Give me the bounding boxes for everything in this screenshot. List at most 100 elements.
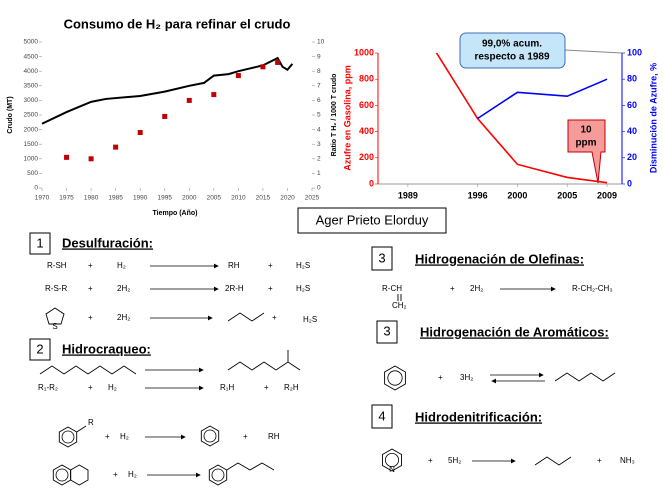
x-tick-label: 2009 <box>597 190 617 200</box>
x-tick-label: 2020 <box>280 195 295 202</box>
section-number: 3 <box>378 250 385 265</box>
y-axis-label: Crudo (MT) <box>7 96 14 133</box>
section-number: 4 <box>378 408 385 423</box>
y2-tick-label: 100 <box>627 47 642 57</box>
ring-circle <box>387 370 403 386</box>
point <box>113 144 119 150</box>
x-tick-label: 1989 <box>398 190 418 200</box>
y-tick-label: 1000 <box>24 156 39 163</box>
x-tick-label: 1970 <box>35 195 50 202</box>
y2-tick-label: 40 <box>627 126 637 136</box>
number-box <box>371 404 393 429</box>
term: R₁H <box>220 383 234 392</box>
term: + <box>450 284 455 293</box>
term: + <box>243 432 248 441</box>
y2-tick-label: 8 <box>317 68 321 75</box>
y-tick-label: 0 <box>369 178 374 188</box>
section-title: Hidrodenitrificación: <box>415 409 542 424</box>
ring-circle <box>55 468 69 482</box>
x-tick-label: 2005 <box>557 190 577 200</box>
y2-tick-label: 7 <box>317 83 321 90</box>
y-tick-label: 5000 <box>24 39 39 46</box>
term: H₂S <box>296 284 310 293</box>
x-tick-label: 2005 <box>207 195 222 202</box>
y2-tick-label: 1 <box>317 170 321 177</box>
hexane <box>554 372 616 382</box>
y2-tick-label: 0 <box>627 178 632 188</box>
term: 5H₂ <box>448 456 461 465</box>
term: 2H₂ <box>117 284 130 293</box>
section-number: 3 <box>383 323 390 338</box>
y-tick-label: 0 <box>34 185 38 192</box>
term: R₁-R₂ <box>38 383 58 392</box>
term: RH <box>228 261 240 270</box>
term: S <box>52 322 57 331</box>
y2-tick-label: 9 <box>317 53 321 60</box>
ring <box>384 365 406 391</box>
term: RH <box>268 432 280 441</box>
point <box>260 64 266 70</box>
y2-axis-label: Ratio T H₂ / 1000 T crudo <box>331 74 338 157</box>
ring <box>382 448 402 472</box>
y-tick-label: 3500 <box>24 83 39 90</box>
bond <box>76 425 87 433</box>
section-number: 1 <box>36 235 43 250</box>
author-box <box>297 207 447 234</box>
ring <box>208 464 228 486</box>
x-tick-label: 1985 <box>108 195 123 202</box>
ring-circle <box>211 468 225 482</box>
term: H₂ <box>108 383 117 392</box>
term: 2H₂ <box>470 284 483 293</box>
term: H₂S <box>303 315 317 324</box>
x-tick-label: 1996 <box>468 190 488 200</box>
annotation: 10 <box>580 125 592 136</box>
term: 2R-H <box>225 284 244 293</box>
x-tick-label: 2000 <box>507 190 527 200</box>
line <box>41 56 294 125</box>
y-tick-label: 600 <box>359 100 374 110</box>
y2-tick-label: 5 <box>317 112 321 119</box>
y2-tick-label: 4 <box>317 126 321 133</box>
y-tick-label: 200 <box>359 152 374 162</box>
butyl <box>226 462 275 471</box>
y2-tick-label: 2 <box>317 156 321 163</box>
author: Ager Prieto Elorduy <box>316 212 429 227</box>
y2-axis-label: Disminución de Azufre, % <box>648 63 658 173</box>
point <box>64 154 70 160</box>
annotation: 99,0% acum. <box>482 39 542 50</box>
number-box <box>376 320 398 344</box>
term: + <box>88 284 93 293</box>
x-tick-label: 1990 <box>133 195 148 202</box>
y2-tick-label: 60 <box>627 100 637 110</box>
y2-tick-label: 20 <box>627 152 637 162</box>
term: + <box>88 261 93 270</box>
term: R-CH₂-CH₃ <box>572 284 613 293</box>
number-box <box>29 232 51 255</box>
annotation: respecto a 1989 <box>474 52 549 63</box>
x-tick-label: 2010 <box>231 195 246 202</box>
y2-tick-label: 3 <box>317 141 321 148</box>
section-title: Hidrogenación de Aromáticos: <box>420 324 609 339</box>
term: + <box>428 456 433 465</box>
term: H₂S <box>296 261 310 270</box>
term: + <box>268 261 273 270</box>
callout <box>459 32 566 69</box>
number-box <box>29 338 51 361</box>
y2-tick-label: 80 <box>627 74 637 84</box>
point <box>186 97 192 103</box>
y-tick-label: 2500 <box>24 112 39 119</box>
term: 2H₂ <box>117 313 130 322</box>
y-tick-label: 400 <box>359 126 374 136</box>
term: NH₃ <box>620 456 635 465</box>
x-tick-label: 2025 <box>305 195 320 202</box>
term: + <box>438 373 443 382</box>
point <box>275 59 281 65</box>
term: + <box>272 313 277 322</box>
ring-circle <box>61 430 75 444</box>
section-title: Hidrocraqueo: <box>62 341 151 356</box>
y-tick-label: 2000 <box>24 126 39 133</box>
term: N <box>389 465 395 474</box>
term: + <box>105 432 110 441</box>
x-axis-label: Tiempo (Año) <box>153 210 198 217</box>
